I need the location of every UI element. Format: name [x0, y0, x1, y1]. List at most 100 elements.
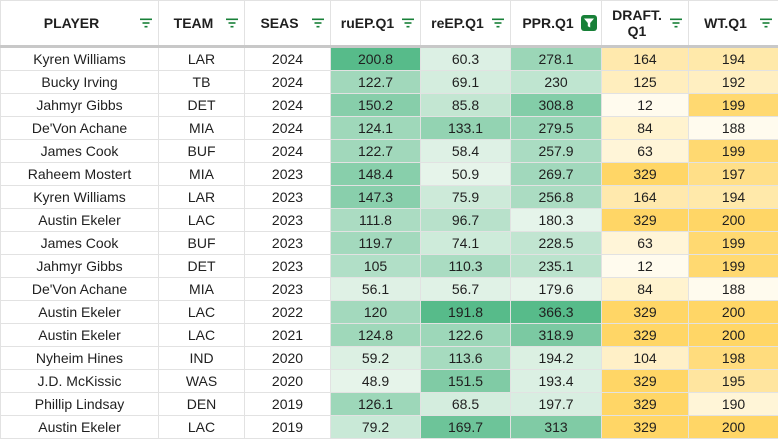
cell-wt[interactable]: 199	[688, 93, 778, 117]
cell-team[interactable]: DET	[158, 254, 245, 278]
cell-reep[interactable]: 56.7	[420, 277, 511, 301]
cell-seas[interactable]: 2020	[244, 346, 331, 370]
cell-wt[interactable]: 200	[688, 300, 778, 324]
cell-draft[interactable]: 63	[601, 231, 689, 255]
cell-ruep[interactable]: 126.1	[330, 392, 421, 416]
cell-team[interactable]: LAC	[158, 415, 245, 439]
cell-ppr[interactable]: 194.2	[510, 346, 602, 370]
cell-ruep[interactable]: 105	[330, 254, 421, 278]
cell-player[interactable]: Austin Ekeler	[0, 300, 159, 324]
cell-reep[interactable]: 50.9	[420, 162, 511, 186]
cell-ruep[interactable]: 79.2	[330, 415, 421, 439]
filter-active-icon[interactable]	[581, 15, 597, 31]
cell-team[interactable]: BUF	[158, 231, 245, 255]
cell-reep[interactable]: 75.9	[420, 185, 511, 209]
cell-player[interactable]: Jahmyr Gibbs	[0, 93, 159, 117]
cell-wt[interactable]: 199	[688, 231, 778, 255]
cell-team[interactable]: BUF	[158, 139, 245, 163]
cell-reep[interactable]: 69.1	[420, 70, 511, 94]
cell-ruep[interactable]: 119.7	[330, 231, 421, 255]
cell-team[interactable]: LAR	[158, 46, 245, 71]
cell-reep[interactable]: 85.8	[420, 93, 511, 117]
cell-reep[interactable]: 122.6	[420, 323, 511, 347]
cell-ruep[interactable]: 122.7	[330, 139, 421, 163]
cell-ppr[interactable]: 308.8	[510, 93, 602, 117]
cell-reep[interactable]: 58.4	[420, 139, 511, 163]
cell-ruep[interactable]: 122.7	[330, 70, 421, 94]
cell-draft[interactable]: 84	[601, 277, 689, 301]
cell-wt[interactable]: 190	[688, 392, 778, 416]
cell-draft[interactable]: 164	[601, 46, 689, 71]
cell-reep[interactable]: 169.7	[420, 415, 511, 439]
cell-draft[interactable]: 104	[601, 346, 689, 370]
cell-team[interactable]: WAS	[158, 369, 245, 393]
cell-ppr[interactable]: 366.3	[510, 300, 602, 324]
cell-player[interactable]: James Cook	[0, 139, 159, 163]
cell-draft[interactable]: 63	[601, 139, 689, 163]
cell-seas[interactable]: 2024	[244, 93, 331, 117]
cell-ruep[interactable]: 200.8	[330, 46, 421, 71]
cell-team[interactable]: DET	[158, 93, 245, 117]
cell-wt[interactable]: 192	[688, 70, 778, 94]
cell-wt[interactable]: 197	[688, 162, 778, 186]
cell-seas[interactable]: 2023	[244, 254, 331, 278]
cell-ppr[interactable]: 230	[510, 70, 602, 94]
cell-ruep[interactable]: 59.2	[330, 346, 421, 370]
column-header-ppr[interactable]: PPR.Q1	[510, 0, 602, 48]
filter-icon[interactable]	[224, 15, 240, 31]
column-header-draft[interactable]: DRAFT. Q1	[601, 0, 689, 48]
cell-wt[interactable]: 200	[688, 323, 778, 347]
cell-wt[interactable]: 199	[688, 139, 778, 163]
cell-seas[interactable]: 2023	[244, 162, 331, 186]
cell-draft[interactable]: 329	[601, 162, 689, 186]
cell-ppr[interactable]: 313	[510, 415, 602, 439]
cell-team[interactable]: MIA	[158, 116, 245, 140]
cell-reep[interactable]: 74.1	[420, 231, 511, 255]
cell-ruep[interactable]: 148.4	[330, 162, 421, 186]
cell-seas[interactable]: 2023	[244, 208, 331, 232]
cell-ppr[interactable]: 318.9	[510, 323, 602, 347]
cell-player[interactable]: De'Von Achane	[0, 116, 159, 140]
cell-draft[interactable]: 125	[601, 70, 689, 94]
column-header-player[interactable]: PLAYER	[0, 0, 159, 48]
cell-player[interactable]: Bucky Irving	[0, 70, 159, 94]
cell-team[interactable]: DEN	[158, 392, 245, 416]
column-header-seas[interactable]: SEAS	[244, 0, 331, 48]
cell-wt[interactable]: 200	[688, 208, 778, 232]
cell-seas[interactable]: 2024	[244, 116, 331, 140]
cell-reep[interactable]: 113.6	[420, 346, 511, 370]
cell-draft[interactable]: 329	[601, 323, 689, 347]
cell-wt[interactable]: 198	[688, 346, 778, 370]
cell-team[interactable]: MIA	[158, 162, 245, 186]
cell-wt[interactable]: 195	[688, 369, 778, 393]
cell-ppr[interactable]: 228.5	[510, 231, 602, 255]
filter-icon[interactable]	[758, 15, 774, 31]
cell-player[interactable]: Austin Ekeler	[0, 208, 159, 232]
cell-ruep[interactable]: 147.3	[330, 185, 421, 209]
column-header-reep[interactable]: reEP.Q1	[420, 0, 511, 48]
filter-icon[interactable]	[400, 15, 416, 31]
cell-draft[interactable]: 329	[601, 369, 689, 393]
cell-reep[interactable]: 133.1	[420, 116, 511, 140]
cell-wt[interactable]: 188	[688, 277, 778, 301]
cell-player[interactable]: Kyren Williams	[0, 46, 159, 71]
cell-reep[interactable]: 96.7	[420, 208, 511, 232]
cell-draft[interactable]: 329	[601, 208, 689, 232]
cell-ruep[interactable]: 124.8	[330, 323, 421, 347]
cell-ruep[interactable]: 150.2	[330, 93, 421, 117]
cell-team[interactable]: LAR	[158, 185, 245, 209]
cell-player[interactable]: Kyren Williams	[0, 185, 159, 209]
cell-ppr[interactable]: 279.5	[510, 116, 602, 140]
cell-ppr[interactable]: 256.8	[510, 185, 602, 209]
column-header-wt[interactable]: WT.Q1	[688, 0, 778, 48]
cell-seas[interactable]: 2020	[244, 369, 331, 393]
cell-ruep[interactable]: 111.8	[330, 208, 421, 232]
cell-draft[interactable]: 84	[601, 116, 689, 140]
cell-team[interactable]: TB	[158, 70, 245, 94]
cell-wt[interactable]: 188	[688, 116, 778, 140]
cell-team[interactable]: LAC	[158, 300, 245, 324]
filter-icon[interactable]	[310, 15, 326, 31]
cell-player[interactable]: Austin Ekeler	[0, 323, 159, 347]
cell-ppr[interactable]: 179.6	[510, 277, 602, 301]
cell-seas[interactable]: 2023	[244, 277, 331, 301]
